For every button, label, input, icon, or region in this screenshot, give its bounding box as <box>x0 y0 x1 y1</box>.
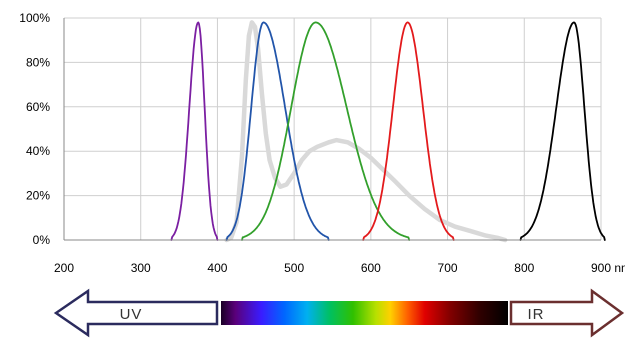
y-tick-label: 0% <box>33 233 51 247</box>
series-line-5 <box>519 21 606 241</box>
axes: 0% 20% 40% 60% 80% 100% 200 300 400 500 600 700 800 9… <box>19 11 625 275</box>
y-tick-label: 100% <box>19 11 50 25</box>
series-line-2 <box>225 21 330 241</box>
ir-label: IR <box>528 306 545 323</box>
x-tick-label: 500 <box>284 261 304 275</box>
uv-arrow <box>53 288 219 338</box>
series-line-1 <box>224 20 508 243</box>
grid <box>63 17 602 241</box>
x-tick-label: 800 <box>514 261 534 275</box>
y-tick-label: 80% <box>26 55 50 69</box>
x-tick-label: 600 <box>361 261 381 275</box>
y-tick-label: 60% <box>26 100 50 114</box>
wavelength-band: UV IR <box>53 288 625 338</box>
x-tick-label: 700 <box>438 261 458 275</box>
uv-label: UV <box>120 306 143 323</box>
series-group <box>170 20 606 243</box>
series-line-3 <box>241 21 411 241</box>
x-tick-label: 400 <box>207 261 227 275</box>
x-tick-label: 300 <box>131 261 151 275</box>
ir-arrow <box>509 288 625 338</box>
x-tick-label: 900 nm <box>591 261 625 275</box>
y-tick-label: 40% <box>26 144 50 158</box>
series-line-4 <box>362 21 455 241</box>
y-tick-label: 20% <box>26 189 50 203</box>
visible-spectrum-strip <box>221 301 508 325</box>
series-line-0 <box>170 21 219 241</box>
x-tick-label: 200 <box>54 261 74 275</box>
